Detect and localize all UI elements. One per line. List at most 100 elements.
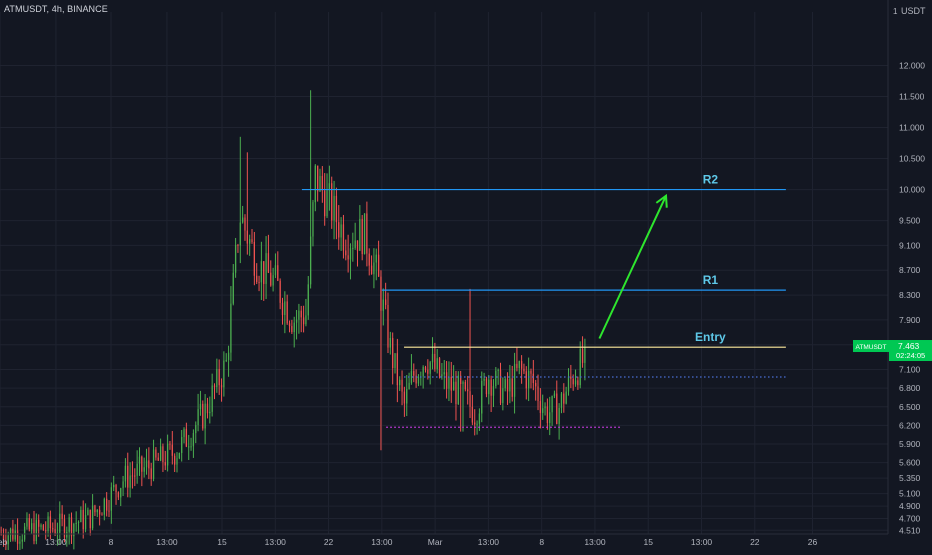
candle-body [197,409,199,426]
candle-body [373,262,375,275]
price-tag-countdown: 02:24:05 [896,351,925,360]
candle-body [234,245,237,273]
candle-body [370,265,373,275]
candle-body [345,250,347,256]
level-label-entry: Entry [695,330,726,344]
candle-body [115,484,117,493]
candle-body [366,213,368,254]
candle-body [410,371,413,383]
candle-body [474,422,476,425]
candle-body [19,541,21,544]
candle-body [251,239,253,242]
candle-body [309,236,312,285]
candle-body [483,378,485,381]
y-tick-label: 11.000 [899,123,925,133]
candle-body [45,530,47,532]
candle-body [441,374,443,377]
candle-body [516,363,518,369]
candle-body [157,457,159,461]
arrow-head [655,193,668,208]
x-tick-label: 15 [217,537,227,547]
candle-body [581,349,584,363]
candle-body [227,352,230,360]
candle-body [469,391,471,407]
candle-body [438,358,441,377]
candle-body [513,363,516,397]
candle-body [518,361,520,369]
candle-body [155,449,157,458]
candle-body [63,518,66,538]
candle-body [464,382,466,390]
candle-body [492,385,495,396]
candle-body [91,505,94,529]
candle-body [249,239,251,244]
candle-body [499,369,502,404]
candle-body [570,376,572,379]
candle-body [462,382,464,384]
candle-body [209,411,211,414]
candle-body [295,319,298,323]
candle-body [488,379,490,395]
candle-body [286,301,288,324]
x-tick-label: 13:00 [265,537,287,547]
time-axis[interactable]: Feb 13:00 8 13:00 15 13:00 22 13:00 Mar 13:00 8 13:… [0,533,888,547]
y-tick-label: 10.000 [899,185,925,195]
candle-body [317,165,319,192]
candle-body [326,190,328,217]
candle-body [293,322,295,333]
candle-body [347,255,349,260]
x-tick-label: Feb [0,537,8,547]
candle-body [176,458,178,465]
y-tick-label: 4.700 [899,513,921,523]
x-tick-label: 13:00 [584,537,606,547]
candle-body [117,492,120,498]
candle-body [40,525,42,527]
candle-body [239,222,241,246]
candle-body [549,412,551,424]
candle-body [450,376,452,391]
candle-body [340,224,342,238]
candle-body [202,403,204,429]
y-tick-label: 11.500 [899,91,925,101]
candle-body [230,303,232,353]
candle-body [129,475,131,488]
candle-body [300,310,302,318]
candle-body [389,338,391,348]
candle-body [579,349,581,386]
candle-body [122,481,124,489]
candle-body [574,380,577,385]
candle-body [31,523,33,530]
candle-body [181,437,183,453]
price-axis[interactable]: 12.000 11.500 11.000 10.500 10.000 9.500 9.100… [853,0,932,535]
candle-body [162,446,164,463]
candle-body [359,218,361,251]
candle-body [225,359,227,361]
candle-body [178,452,180,459]
candle-body [490,379,492,396]
candle-body [401,379,403,392]
x-tick-label: 8 [539,537,544,547]
candle-body [497,369,499,371]
x-tick-label: 13:00 [371,537,393,547]
candle-body [542,408,544,413]
candle-body [481,380,483,414]
candle-body [380,276,382,311]
candle-body [103,498,105,515]
candle-body [124,465,127,482]
candle-body [338,222,340,238]
candle-body [23,526,26,540]
candle-body [127,465,129,488]
y-tick-label: 6.500 [899,402,921,412]
candle-body [478,413,481,424]
candle-body [38,519,40,527]
candle-body [73,523,75,537]
candle-body [199,403,202,410]
candle-body [42,525,45,531]
candle-body [110,487,112,511]
x-tick-label: 13:00 [691,537,713,547]
candle-body [35,519,37,542]
candle-body [537,386,539,402]
x-tick-label: 22 [324,537,334,547]
candle-body [377,254,380,277]
